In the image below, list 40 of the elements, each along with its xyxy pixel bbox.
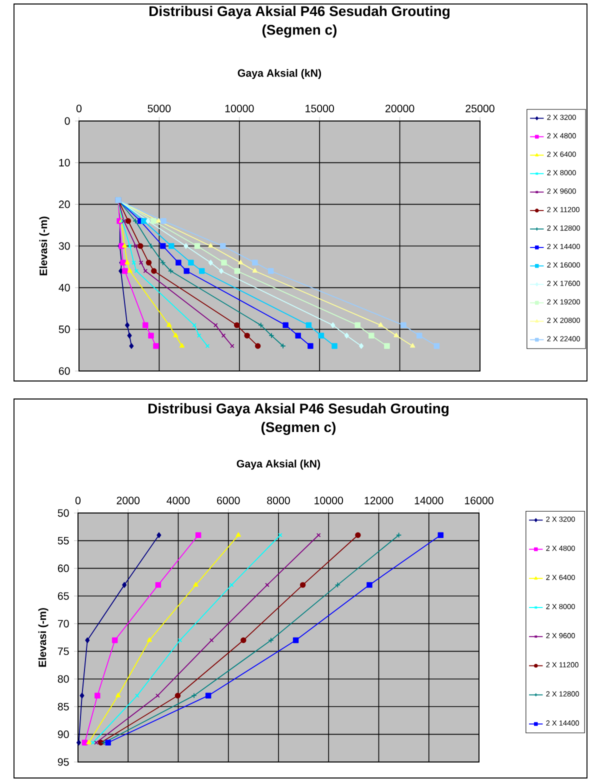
x-tick-label: 15000	[306, 104, 334, 112]
y-tick-label: 30	[58, 242, 70, 250]
y-tick-label: 50	[58, 509, 69, 517]
x-tick-label: 6000	[217, 496, 240, 504]
y-tick-label: 40	[58, 284, 70, 292]
y-tick-label: 0	[64, 117, 70, 125]
x-axis-title: Gaya Aksial (kN)	[236, 460, 320, 470]
x-tick-label: 16000	[464, 496, 494, 504]
y-tick-label: 60	[58, 367, 70, 375]
x-tick-label: 10000	[225, 104, 254, 112]
x-tick-label: 8000	[267, 496, 290, 504]
y-tick-label: 95	[58, 758, 69, 766]
x-tick-label: 12000	[364, 496, 394, 504]
y-tick-label: 55	[58, 536, 69, 544]
x-axis-title: Gaya Aksial (kN)	[238, 69, 322, 79]
y-tick-label: 85	[58, 702, 69, 710]
x-tick-label: 0	[75, 496, 81, 504]
y-tick-label: 90	[58, 730, 69, 738]
x-tick-label: 14000	[414, 496, 444, 504]
x-tick-label: 4000	[166, 496, 190, 504]
y-tick-label: 75	[58, 648, 69, 656]
y-axis-title: Elevasi (-m)	[38, 608, 48, 667]
y-axis-title: Elevasi (-m)	[39, 216, 50, 276]
y-tick-label: 20	[58, 200, 70, 208]
y-tick-label: 10	[59, 158, 70, 166]
chart-subtitle: (Segmen c)	[262, 24, 336, 38]
x-tick-label: 20000	[386, 104, 414, 112]
x-tick-label: 5000	[148, 104, 171, 112]
x-tick-label: 0	[76, 104, 82, 112]
x-tick-label: 2000	[116, 496, 140, 504]
x-tick-label: 10000	[314, 496, 344, 504]
chart-subtitle: (Segmen c)	[261, 422, 336, 435]
chart-title: Distribusi Gaya Aksial P46 Sesudah Grouting	[148, 403, 448, 416]
y-tick-label: 50	[58, 326, 70, 334]
chart-title: Distribusi Gaya Aksial P46 Sesudah Grouting	[150, 6, 450, 19]
y-tick-label: 60	[58, 564, 69, 572]
y-tick-label: 65	[58, 592, 69, 600]
y-tick-label: 70	[58, 620, 69, 628]
x-tick-label: 25000	[466, 104, 494, 112]
y-tick-label: 80	[58, 675, 69, 683]
